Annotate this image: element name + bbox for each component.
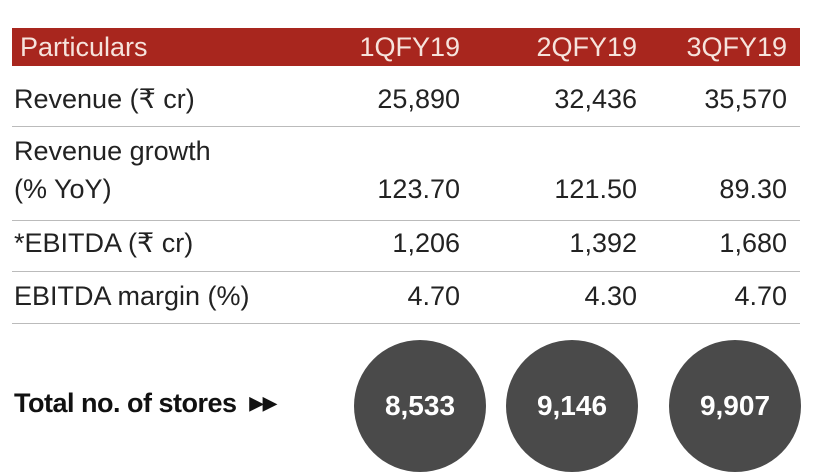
stores-value: 9,146: [536, 390, 608, 421]
stores-label: Total no. of stores ▶▶: [14, 388, 277, 419]
cell: 4.70: [407, 281, 460, 311]
cell: 35,570: [704, 84, 787, 114]
stores-circle-1qfy19: 8,533: [354, 340, 486, 472]
row-label: Revenue growth: [14, 136, 211, 166]
row-label: *EBITDA (₹ cr): [14, 228, 194, 258]
cell: 89.30: [719, 174, 787, 204]
header-1qfy19: 1QFY19: [359, 32, 460, 62]
header-2qfy19: 2QFY19: [536, 32, 637, 62]
row-label: EBITDA margin (%): [14, 281, 250, 311]
cell: 1,392: [569, 228, 637, 258]
divider: [12, 323, 800, 324]
stores-circle-2qfy19: 9,146: [506, 340, 638, 472]
header-particulars: Particulars: [20, 32, 148, 62]
header-3qfy19: 3QFY19: [686, 32, 787, 62]
cell: 1,206: [392, 228, 460, 258]
cell: 32,436: [554, 84, 637, 114]
divider: [12, 126, 800, 127]
cell: 121.50: [554, 174, 637, 204]
row-label: Revenue (₹ cr): [14, 84, 195, 114]
cell: 123.70: [377, 174, 460, 204]
table-header: Particulars 1QFY19 2QFY19 3QFY19: [12, 28, 800, 66]
stores-value: 8,533: [384, 390, 456, 421]
double-chevron-right-icon: ▶▶: [249, 393, 277, 413]
row-label-line2: (% YoY): [14, 174, 112, 204]
cell: 1,680: [719, 228, 787, 258]
stores-value: 9,907: [699, 390, 771, 421]
divider: [12, 271, 800, 272]
cell: 4.70: [734, 281, 787, 311]
cell: 25,890: [377, 84, 460, 114]
stores-circle-3qfy19: 9,907: [669, 340, 801, 472]
divider: [12, 220, 800, 221]
cell: 4.30: [584, 281, 637, 311]
stores-label-text: Total no. of stores: [14, 388, 237, 418]
